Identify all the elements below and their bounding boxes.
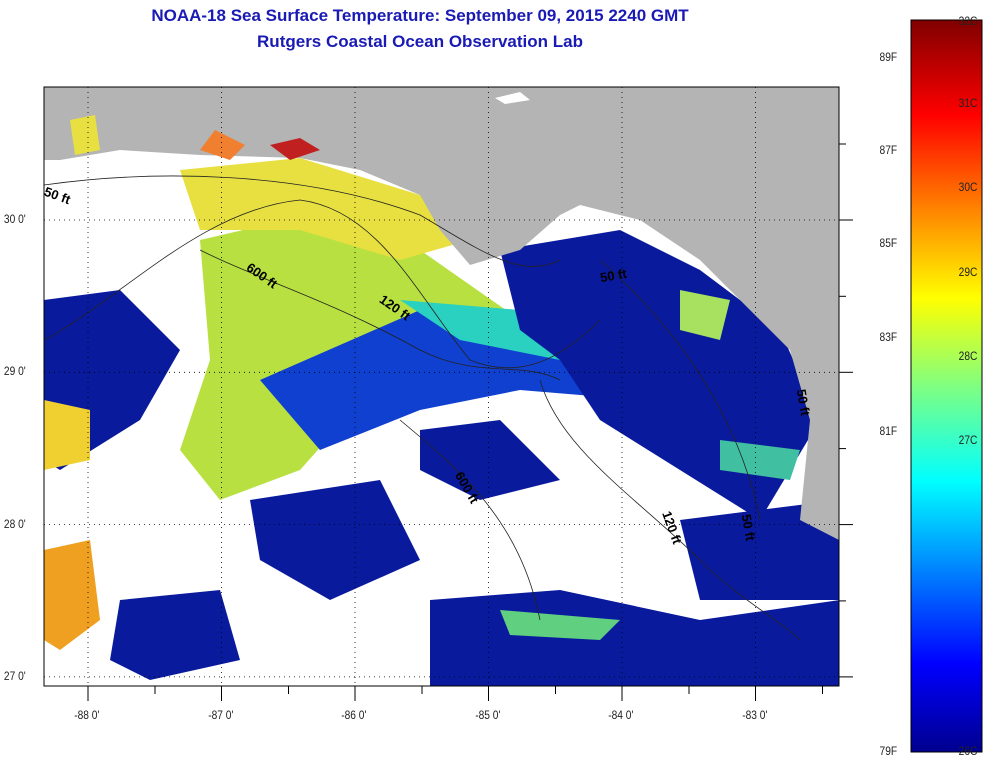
colorbar-fahrenheit-label: 83F [879,330,898,344]
map-subtitle: Rutgers Coastal Ocean Observation Lab [257,32,583,51]
bathymetry-contours [44,175,801,641]
lon-tick-label: -86 0' [341,708,367,722]
colorbar-celsius-label: 28C [958,349,978,363]
colorbar-fahrenheit-label: 79F [879,744,898,758]
colorbar-celsius-label: 31C [958,96,978,110]
lon-tick-label: -85 0' [474,708,500,722]
lon-tick-label: -84 0' [608,708,634,722]
colorbar-celsius-label: 27C [958,433,978,447]
land [44,87,839,540]
map-frame [43,86,840,687]
colorbar-celsius-label: 26C [958,744,978,758]
lat-tick-label: 28 0' [3,516,26,531]
colorbar-celsius-label: 32C [958,14,978,28]
lat-tick-label: 29 0' [3,364,26,379]
colorbar-fahrenheit-label: 85F [879,236,898,250]
sst-patches [44,158,839,686]
axis-ticks [87,143,853,701]
map-title: NOAA-18 Sea Surface Temperature: Septemb… [151,6,689,25]
lat-tick-label: 27 0' [3,668,26,683]
lon-tick-label: -83 0' [741,708,767,722]
map-area [44,87,839,686]
colorbar [910,19,983,753]
colorbar-fahrenheit-label: 81F [879,424,898,438]
colorbar-celsius-label: 29C [958,265,978,279]
colorbar-fahrenheit-label: 89F [879,50,898,64]
colorbar-fahrenheit-label: 87F [879,143,898,157]
lat-tick-label: 30 0' [3,212,26,226]
lon-tick-label: -88 0' [74,708,100,722]
colorbar-celsius-label: 30C [958,180,978,194]
lon-tick-label: -87 0' [207,708,233,722]
